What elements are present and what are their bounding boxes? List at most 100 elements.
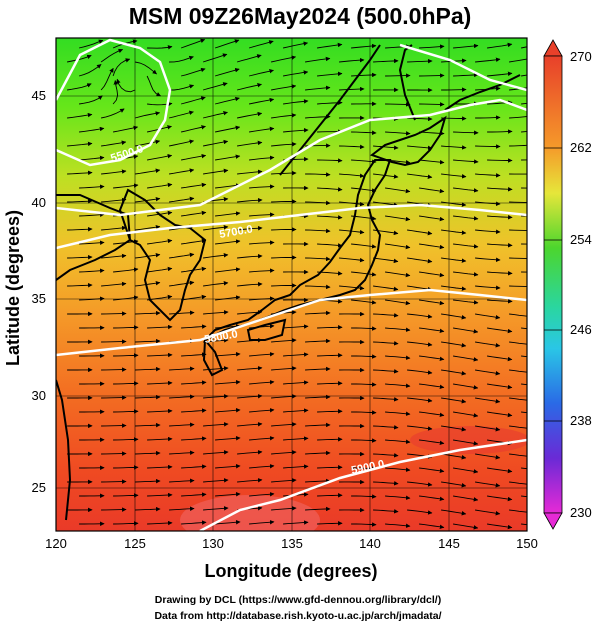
streamline-arrow [169,84,195,91]
streamline-arrow [249,240,275,245]
streamline-arrow [249,351,275,357]
streamline-arrow [113,409,139,414]
y-axis-label: Latitude (degrees) [3,210,23,366]
coastlines [56,44,521,521]
streamline-arrow [67,83,92,91]
streamline-arrow [453,327,479,334]
streamline-arrow [215,491,241,497]
contour-5700 [56,98,527,217]
streamline-arrow [305,256,331,262]
streamline-arrow [181,294,207,301]
streamline-arrow [407,341,433,347]
streamline-arrow [283,127,309,133]
streamline-arrow [67,112,93,119]
streamline-arrow [113,325,139,330]
streamline-arrow [215,295,241,301]
colorbar-tick-label: 254 [570,232,592,247]
streamline-arrow [67,226,93,232]
streamline-arrow [317,353,343,358]
streamline-arrow [147,464,173,470]
streamline-arrow [373,285,399,292]
streamline-arrow [271,394,297,399]
contour-label: 5800.0 [203,328,238,346]
streamline-arrow [407,173,433,179]
streamline-arrow [135,310,161,316]
streamline-arrow [214,39,240,49]
streamline-arrow [203,422,229,427]
streamline-arrow [453,215,479,221]
streamline-arrow [169,506,195,511]
streamline-arrow [521,523,527,526]
streamline-arrow [351,271,377,277]
streamline-arrow [181,520,207,525]
streamline-arrow [373,453,399,458]
streamline-arrow [453,187,479,193]
streamline-arrow [339,86,365,92]
streamline-arrow [475,425,501,432]
kyushu-coast [202,337,224,377]
colorbar-bottom-arrow [543,512,563,530]
streamline-arrow [407,509,433,515]
streamline-arrow [249,97,275,105]
streamline-arrow [385,495,411,501]
streamline-arrow [305,338,331,344]
streamline-arrow [113,295,139,301]
streamline-arrow [453,43,479,49]
height-contours [56,38,527,531]
streamline-arrow [113,183,139,189]
streamline-arrow [339,144,365,150]
credit-data: Data from http://database.rish.kyoto-u.a… [154,610,441,622]
streamline-arrow [509,144,527,147]
streamline-arrow [317,42,343,49]
y-tick-label: 40 [32,195,46,210]
streamline-arrow [385,102,411,107]
streamline-arrow [351,187,377,193]
streamline-arrow [453,467,479,474]
streamline-arrow [271,113,297,119]
streamline-arrow [113,493,139,498]
streamline-arrow [169,310,195,315]
streamline-arrow [475,144,501,149]
streamline-arrow [203,478,229,483]
streamline-arrow [521,159,527,161]
streamline-arrow [249,463,275,469]
streamline-arrow [373,145,399,150]
streamline-arrow [67,254,93,260]
streamline-arrow [521,355,527,358]
streamline-arrow [487,355,513,362]
streamline-arrow [79,184,105,189]
streamline-arrow [351,382,377,387]
streamline-arrow [453,495,479,502]
colorbar-tick-label: 246 [570,322,592,337]
streamline-arrow [373,425,399,430]
streamline-arrow [237,477,263,483]
streamline-arrow [521,383,527,386]
streamline-arrow [79,126,105,133]
streamline-arrow [305,366,331,372]
streamline-arrow [248,68,274,77]
streamline-arrow [271,227,297,232]
streamline-arrow [271,366,297,371]
streamline-arrow [113,381,139,386]
streamline-arrow [385,299,411,306]
contour-label: 5700.0 [218,223,253,241]
streamline-arrow [317,187,343,192]
streamline-arrow [351,159,377,164]
streamline-arrow [79,155,105,161]
streamline-arrow [203,253,229,259]
streamline-arrow [249,379,275,385]
contour-5500 [56,38,172,167]
streamline-arrow [407,313,433,319]
x-axis-label: Longitude (degrees) [204,561,377,581]
streamline-arrow [453,439,479,446]
streamline-arrow [271,283,297,288]
streamline-arrow [317,437,343,442]
streamline-arrow [135,422,161,428]
streamline-arrow [147,380,173,386]
streamline-arrow [271,255,297,260]
streamline-arrow [317,493,343,498]
streamline-arrow [271,422,297,427]
streamline-arrow [305,450,331,456]
streamline-arrow [135,366,161,372]
streamline-arrow [215,267,241,273]
